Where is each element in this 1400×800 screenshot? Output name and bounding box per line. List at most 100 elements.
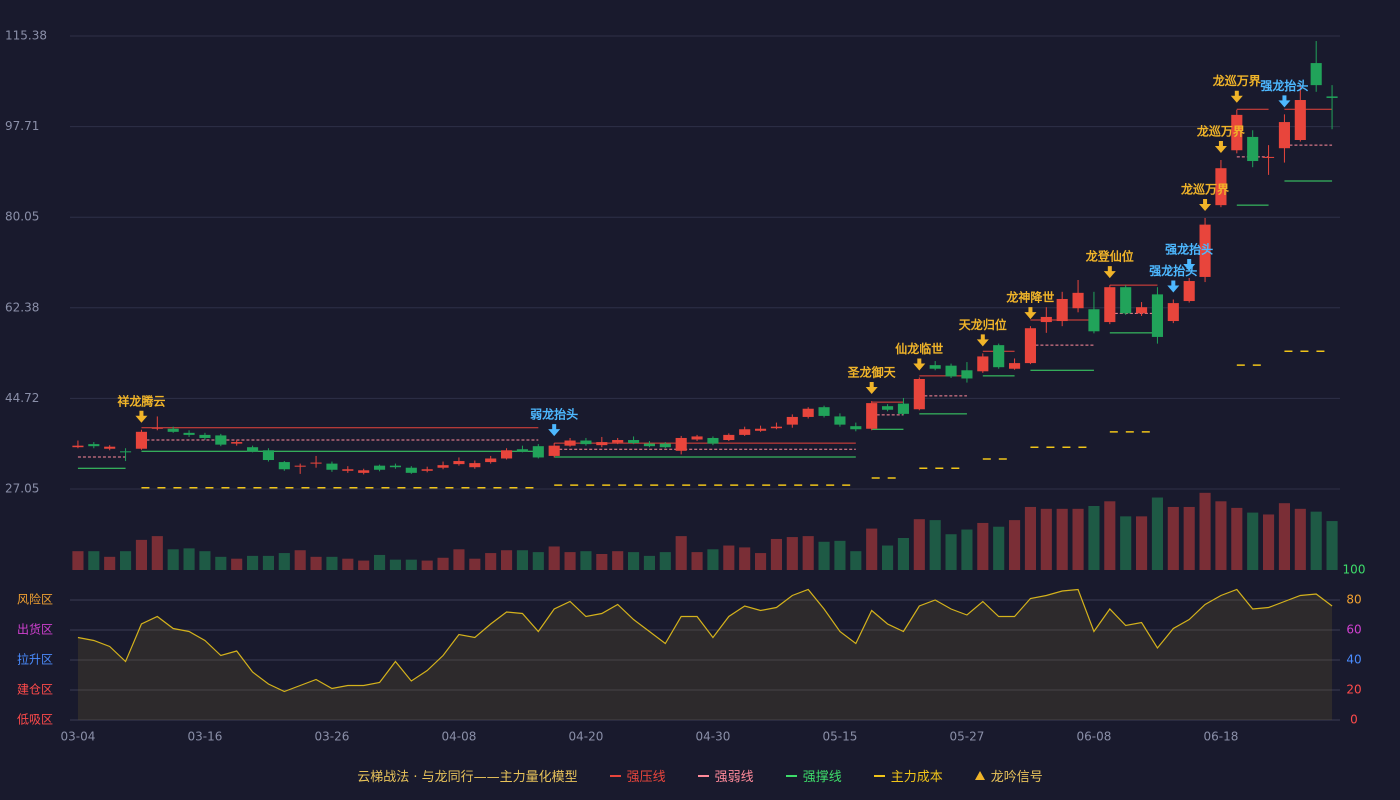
volume-bar bbox=[580, 551, 592, 570]
y-tick-label: 115.38 bbox=[5, 29, 47, 43]
signal-arrow bbox=[1214, 141, 1227, 154]
volume-bar bbox=[310, 556, 322, 570]
candle-body bbox=[88, 444, 100, 447]
signal-label: 龙巡万界 bbox=[1197, 124, 1245, 139]
zone-label: 出货区 bbox=[17, 622, 53, 637]
candle-body bbox=[1024, 328, 1036, 364]
volume-bar bbox=[866, 528, 878, 570]
signal-label: 天龙归位 bbox=[959, 317, 1007, 332]
volume-bar bbox=[993, 526, 1005, 570]
candle-body bbox=[945, 365, 957, 377]
volume-bar bbox=[389, 559, 401, 570]
volume-bar bbox=[262, 555, 274, 570]
volume-bar bbox=[135, 539, 147, 570]
volume-bar bbox=[104, 556, 116, 570]
candle-body bbox=[1294, 100, 1306, 141]
candle-body bbox=[1151, 294, 1163, 337]
volume-bar bbox=[913, 519, 925, 570]
volume-bar bbox=[596, 554, 608, 570]
candle-body bbox=[421, 469, 433, 471]
signal-arrow bbox=[548, 424, 561, 437]
legend-swatch bbox=[697, 774, 709, 777]
volume-bar bbox=[1104, 501, 1116, 570]
oscillator-area bbox=[77, 589, 1333, 720]
candle-body bbox=[564, 440, 576, 446]
x-tick-label: 06-18 bbox=[1204, 730, 1239, 744]
volume-bar bbox=[1009, 520, 1021, 570]
signal-arrow bbox=[135, 410, 148, 423]
volume-bar bbox=[675, 536, 687, 570]
volume-bar bbox=[834, 540, 846, 570]
volume-bar bbox=[421, 560, 433, 570]
volume-bar bbox=[1024, 506, 1036, 570]
volume-bar bbox=[151, 536, 163, 570]
y-tick-label: 27.05 bbox=[5, 482, 39, 496]
candle-body bbox=[342, 469, 354, 471]
volume-bar bbox=[485, 553, 497, 570]
signal-arrow bbox=[1167, 280, 1180, 293]
candle-body bbox=[183, 432, 195, 435]
legend-item: 强压线 bbox=[609, 766, 666, 785]
volume-bar bbox=[405, 559, 417, 570]
candle-body bbox=[1310, 63, 1322, 86]
candle-body bbox=[818, 407, 830, 416]
legend-label: 龙吟信号 bbox=[990, 770, 1043, 785]
signal-label: 龙登仙位 bbox=[1086, 249, 1134, 264]
candle-body bbox=[548, 445, 560, 456]
candle-body bbox=[929, 365, 941, 369]
legend-label: 强压线 bbox=[626, 770, 666, 785]
zone-label: 低吸区 bbox=[17, 713, 53, 727]
volume-bar bbox=[1183, 506, 1195, 570]
candle-body bbox=[643, 443, 655, 447]
volume-bar bbox=[897, 538, 909, 570]
candle-body bbox=[1247, 136, 1259, 162]
candle-body bbox=[1199, 224, 1211, 277]
volume-bar bbox=[882, 545, 894, 570]
candle-body bbox=[1278, 122, 1290, 149]
candle-body bbox=[326, 463, 338, 470]
volume-bar bbox=[628, 552, 640, 570]
candle-body bbox=[231, 442, 243, 444]
candle-body bbox=[786, 416, 798, 425]
volume-bar bbox=[723, 545, 735, 570]
legend-label: 强撑线 bbox=[802, 770, 842, 785]
candle-body bbox=[1040, 316, 1052, 323]
candle-body bbox=[453, 461, 465, 465]
candle-body bbox=[120, 451, 132, 453]
legend-swatch bbox=[873, 774, 885, 777]
volume-bar bbox=[88, 551, 100, 570]
volume-bar bbox=[326, 556, 338, 570]
volume-bar bbox=[453, 549, 465, 570]
candle-body bbox=[802, 408, 814, 417]
volume-bar bbox=[802, 536, 814, 570]
volume-bar bbox=[707, 549, 719, 570]
x-tick-label: 03-04 bbox=[61, 730, 96, 744]
y-tick-label: 0 bbox=[1350, 713, 1358, 727]
signal-arrow bbox=[976, 334, 989, 347]
volume-bar bbox=[929, 520, 941, 570]
candle-body bbox=[691, 436, 703, 440]
volume-bar bbox=[1199, 492, 1211, 570]
signal-arrow bbox=[1183, 258, 1196, 271]
volume-bar bbox=[120, 551, 132, 570]
volume-bar bbox=[643, 555, 655, 570]
y-tick-label: 62.38 bbox=[5, 300, 39, 314]
volume-bar bbox=[231, 558, 243, 570]
candle-body bbox=[199, 434, 211, 438]
candle-body bbox=[389, 465, 401, 468]
candle-body bbox=[247, 447, 259, 452]
volume-bar bbox=[358, 560, 370, 570]
legend-item: 主力成本 bbox=[873, 766, 943, 785]
candle-body bbox=[834, 416, 846, 425]
candle-body bbox=[659, 443, 671, 448]
volume-bar bbox=[548, 546, 560, 570]
zone-label: 拉升区 bbox=[17, 652, 53, 667]
volume-bar bbox=[532, 552, 544, 570]
legend-item: 龙吟信号 bbox=[974, 766, 1043, 785]
signal-label: 弱龙抬头 bbox=[530, 407, 578, 422]
candle-body bbox=[437, 465, 449, 468]
volume-bar bbox=[278, 553, 290, 570]
volume-bar bbox=[1310, 511, 1322, 570]
zone-label: 风险区 bbox=[17, 592, 53, 607]
